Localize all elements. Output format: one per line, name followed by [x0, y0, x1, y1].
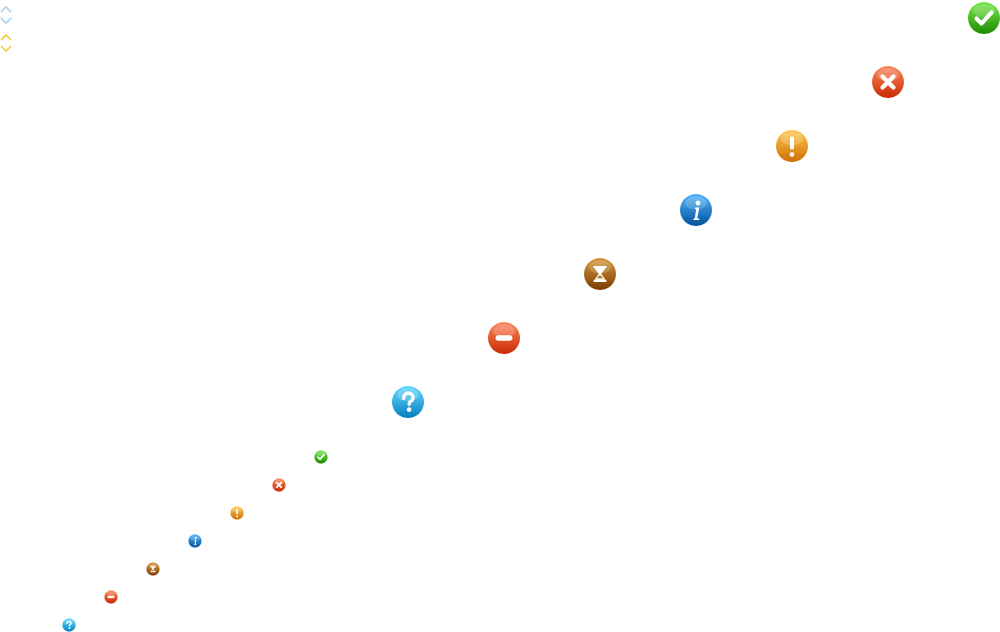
arrow-down-yellow-icon — [0, 40, 12, 52]
arrow-up-blue-icon — [0, 0, 12, 13]
pending-hourglass-small-icon — [146, 562, 160, 576]
info-i-small-icon — [188, 534, 202, 548]
help-question-small-icon — [62, 618, 76, 632]
error-x-icon — [871, 65, 905, 99]
pending-hourglass-icon — [583, 257, 617, 291]
blocked-minus-small-icon — [104, 590, 118, 604]
arrow-down-blue-icon — [0, 12, 12, 24]
error-x-small-icon — [272, 478, 286, 492]
info-i-icon — [679, 193, 713, 227]
arrow-up-yellow-icon — [0, 28, 12, 41]
help-question-icon — [391, 385, 425, 419]
warning-exclamation-icon — [775, 129, 809, 163]
success-check-icon — [967, 1, 1000, 35]
warning-exclamation-small-icon — [230, 506, 244, 520]
blocked-minus-icon — [487, 321, 521, 355]
success-check-small-icon — [314, 450, 328, 464]
